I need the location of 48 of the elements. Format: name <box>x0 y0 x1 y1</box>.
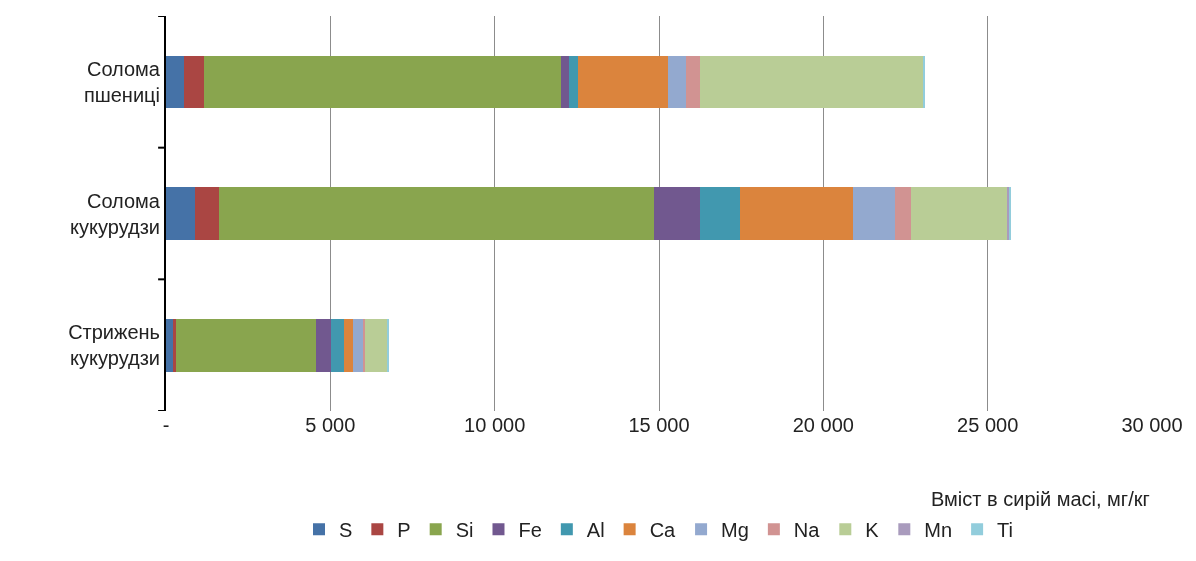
bar <box>364 318 388 372</box>
bar <box>315 318 331 372</box>
bar <box>166 55 185 109</box>
bar <box>686 55 701 109</box>
bar <box>218 187 654 240</box>
legend-label: Al <box>586 519 605 542</box>
x-tick-label: 25 000 <box>957 414 1019 436</box>
legend-label: Ca <box>649 519 677 542</box>
legend-label: Ti <box>997 519 1014 542</box>
bar <box>166 187 196 240</box>
bar <box>176 318 316 372</box>
bar <box>561 55 569 109</box>
bar <box>700 187 740 240</box>
x-tick-label: 30 000 <box>1121 414 1183 436</box>
legend-label: P <box>397 519 411 542</box>
bar <box>568 55 579 109</box>
bar <box>204 55 562 109</box>
legend-label: Mg <box>721 519 749 542</box>
y-tick-label: Солома кукурудзи <box>70 189 161 238</box>
bar <box>353 318 364 372</box>
bar <box>894 187 911 240</box>
x-tick-label: - <box>162 414 170 436</box>
bar <box>700 55 924 109</box>
x-tick-label: 5 000 <box>305 414 356 436</box>
legend-label: K <box>865 519 880 542</box>
bar <box>344 318 354 372</box>
bar <box>330 318 345 372</box>
legend-label: S <box>339 519 353 542</box>
bar <box>173 318 177 372</box>
x-tick-label: 10 000 <box>464 414 526 436</box>
bar <box>578 55 668 109</box>
legend-label: Mn <box>924 519 953 542</box>
bar <box>667 55 687 109</box>
x-tick-label: 20 000 <box>792 414 854 436</box>
bar <box>910 187 1008 240</box>
bar <box>184 55 205 109</box>
legend-label: Na <box>793 519 821 542</box>
legend-label: Fe <box>518 519 542 542</box>
x-tick-label: 15 000 <box>628 414 690 436</box>
x-axis-title: Вміст в сирій масі, мг/кг <box>931 488 1150 510</box>
bar <box>852 187 895 240</box>
bar <box>653 187 701 240</box>
bar <box>195 187 219 240</box>
y-tick-label: Стрижень кукурудзи <box>68 321 160 370</box>
bar <box>166 318 174 372</box>
bar <box>739 187 853 240</box>
y-tick-label: Солома пшениці <box>83 57 161 106</box>
legend-label: Si <box>455 519 474 542</box>
